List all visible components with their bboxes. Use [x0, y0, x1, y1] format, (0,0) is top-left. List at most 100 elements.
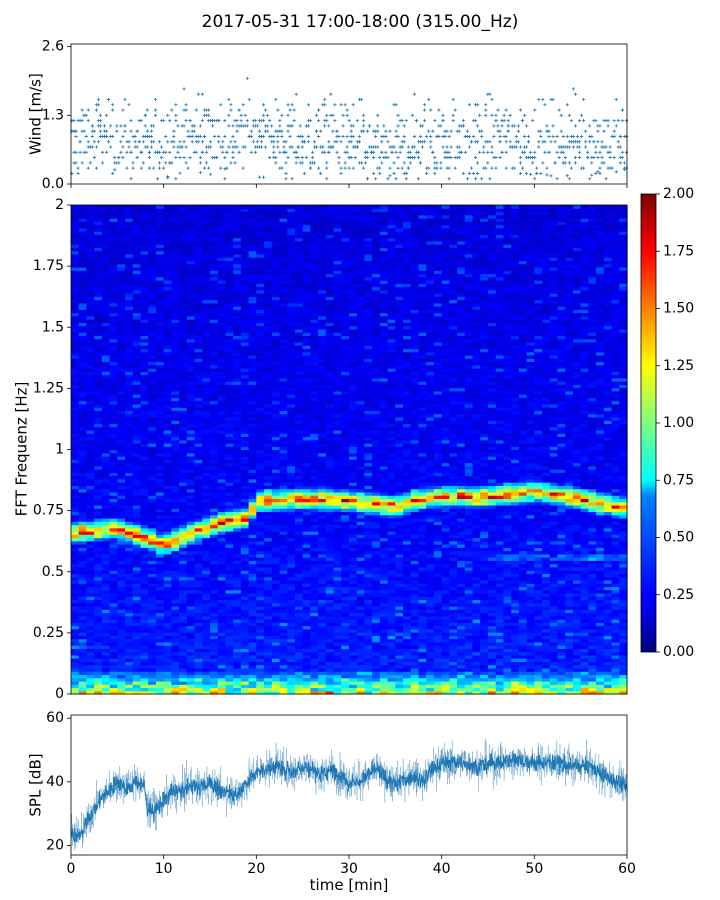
spectrogram-cell: [78, 531, 88, 535]
spectrogram-cell: [78, 266, 88, 271]
wind-point: [172, 145, 176, 149]
wind-point: [522, 113, 527, 117]
wind-point: [594, 171, 598, 176]
spectrogram-cell: [86, 442, 95, 447]
wind-point: [380, 161, 384, 165]
spectrogram-cell: [86, 498, 95, 503]
wind-point: [429, 134, 433, 139]
wind-point: [545, 173, 549, 177]
wind-point: [465, 177, 470, 181]
wind-point: [588, 177, 592, 181]
wind-point: [616, 140, 620, 144]
wind-point: [200, 140, 205, 144]
spectrogram-cell: [86, 299, 95, 304]
wind-point: [504, 140, 508, 144]
spectrogram-cell: [94, 651, 103, 656]
spectrogram-cell: [71, 625, 80, 630]
spectrogram-cell: [94, 596, 103, 601]
spectrogram-cell: [202, 205, 211, 209]
spectrogram-cell: [94, 592, 103, 597]
wind-point: [182, 87, 186, 91]
spectrogram-cell: [86, 534, 95, 539]
wind-point: [467, 134, 472, 139]
wind-point: [339, 171, 343, 176]
wind-point: [272, 134, 276, 139]
wind-point: [402, 134, 406, 139]
spectrogram-cell: [78, 537, 88, 542]
spectrogram-cell: [78, 403, 88, 408]
wind-point: [604, 145, 608, 149]
spectrogram-cell: [86, 429, 95, 434]
spectrogram-cell: [86, 684, 95, 689]
spectrogram-cell: [78, 384, 88, 389]
spectrogram-cell: [94, 619, 103, 623]
wind-point: [290, 103, 294, 107]
spectrogram-cell: [71, 560, 80, 565]
wind-point: [204, 161, 209, 165]
wind-point: [76, 171, 80, 176]
wind-point: [457, 145, 461, 149]
spectrogram-cell: [78, 413, 88, 418]
wind-point: [620, 119, 624, 123]
wind-point: [251, 140, 255, 144]
wind-point: [164, 134, 168, 139]
spectrogram-cell: [71, 214, 80, 219]
spectrogram-cell: [71, 465, 80, 470]
wind-point: [537, 140, 541, 144]
wind-point: [284, 140, 288, 144]
spectrogram-cell: [94, 557, 103, 561]
spectrogram-cell: [86, 341, 95, 346]
spectrogram-cell: [71, 615, 80, 620]
wind-point: [355, 119, 359, 123]
wind-point: [312, 140, 317, 144]
wind-point: [476, 161, 480, 165]
wind-point: [325, 166, 329, 170]
wind-point: [594, 145, 598, 149]
spectrogram-cell: [71, 517, 80, 522]
wind-point: [500, 150, 504, 154]
wind-point: [172, 140, 176, 144]
spectrogram-cell: [94, 547, 103, 552]
spectrogram-cell: [94, 527, 103, 532]
wind-point: [102, 124, 107, 128]
spectrogram-cell: [78, 501, 88, 506]
spectrogram-cell: [78, 374, 88, 379]
wind-point: [131, 166, 135, 170]
wind-point: [425, 134, 429, 139]
spectrogram-cell: [71, 260, 80, 265]
wind-point: [378, 166, 382, 170]
wind-point: [596, 140, 600, 144]
spectrogram-cell: [86, 279, 95, 284]
wind-point: [539, 129, 543, 133]
wind-point: [537, 145, 541, 149]
spectrogram-cell: [86, 266, 95, 271]
wind-point: [396, 134, 400, 139]
wind-point: [586, 155, 590, 160]
spectrogram-cell: [94, 508, 103, 513]
spectrogram-cell: [71, 459, 80, 464]
wind-point: [235, 145, 239, 149]
wind-point: [598, 171, 602, 176]
wind-point: [278, 150, 282, 154]
wind-point: [227, 113, 231, 117]
wind-point: [579, 113, 584, 117]
spectrogram-cell: [86, 371, 95, 376]
spectrogram-cell: [71, 279, 80, 284]
spectrogram-cell: [210, 205, 219, 209]
spectrogram-cell: [71, 690, 80, 695]
spectrogram-cell: [71, 299, 80, 304]
spectrogram-cell: [71, 309, 80, 314]
wind-point: [202, 166, 207, 170]
wind-point: [565, 134, 569, 139]
wind-point: [231, 124, 235, 128]
wind-point: [351, 124, 355, 128]
spectrogram-cell: [71, 276, 80, 281]
wind-point: [174, 103, 178, 107]
wind-point: [86, 166, 90, 170]
spectrogram-cell: [78, 361, 88, 366]
wind-point: [575, 134, 580, 139]
spectrogram-cell: [78, 514, 88, 519]
wind-point: [435, 161, 439, 165]
wind-point: [141, 140, 145, 144]
spectrogram-cell: [71, 341, 80, 346]
